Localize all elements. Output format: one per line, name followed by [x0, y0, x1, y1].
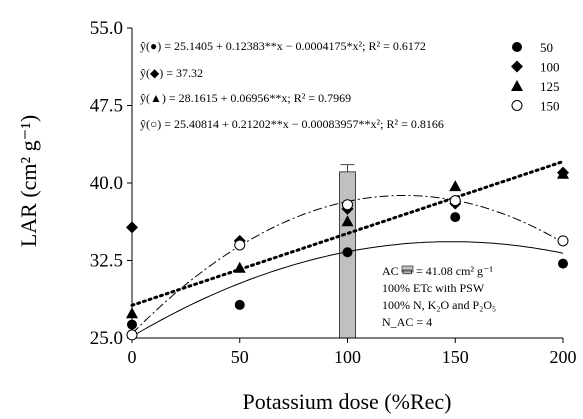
legend-marker-150	[511, 100, 523, 111]
equation-125: ŷ(▲) = 28.1615 + 0.06956**x; R² = 0.7969	[140, 91, 351, 105]
annotation-line-2: 100% ETc with PSW	[382, 281, 485, 295]
x-tick-label: 150	[442, 347, 469, 367]
legend-label-125: 125	[540, 79, 560, 94]
annotation-line-4: N_AC = 4	[382, 315, 432, 329]
point-125	[233, 261, 246, 273]
y-axis-title: LAR (cm² g⁻¹)	[16, 115, 41, 247]
point-125	[557, 167, 569, 179]
point-150	[449, 195, 461, 207]
y-tick-label: 47.5	[90, 96, 123, 117]
legend-marker-100	[511, 60, 523, 73]
point-50	[558, 258, 568, 269]
annotation-line-3: 100% N, K₂O and P₂O₅	[382, 298, 496, 312]
point-125	[126, 307, 138, 319]
equation-100: ŷ(◆) = 37.32	[140, 66, 203, 80]
y-tick-label: 32.5	[90, 251, 123, 272]
annotation-line-1: AC ▭ = 41.08 cm² g⁻¹	[382, 264, 493, 278]
point-150	[234, 239, 246, 251]
x-tick-label: 50	[231, 347, 249, 367]
point-150	[342, 199, 353, 211]
legend-marker-125	[511, 80, 523, 91]
equation-150: ŷ(○) = 25.40814 + 0.21202**x − 0.0008395…	[140, 117, 444, 131]
x-tick-label: 100	[334, 347, 361, 367]
legend-label-50: 50	[540, 40, 553, 55]
point-150	[126, 329, 138, 341]
legend-marker-50	[512, 42, 522, 52]
point-50	[127, 319, 137, 330]
point-125	[341, 215, 354, 227]
point-50	[450, 212, 461, 223]
fit-line-125	[130, 160, 565, 307]
point-100	[126, 221, 138, 234]
reference-annotation: AC ▭ = 41.08 cm² g⁻¹ 100% ETc with PSW 1…	[382, 264, 496, 329]
legend-label-100: 100	[540, 60, 560, 75]
equations: ŷ(●) = 25.1405 + 0.12383**x − 0.0004175*…	[140, 39, 444, 131]
plot-area: 25.0 32.5 40.0 47.5 55.0 0 50 100 150 200 50 100 125…	[90, 18, 577, 367]
point-150	[557, 235, 569, 247]
y-tick-label: 55.0	[90, 18, 123, 39]
y-tick-label: 25.0	[90, 328, 123, 349]
point-50	[342, 247, 353, 258]
x-tick-label: 200	[550, 347, 577, 367]
x-tick-label: 0	[128, 347, 137, 367]
x-axis-title: Potassium dose (%Rec)	[243, 389, 452, 414]
equation-50: ŷ(●) = 25.1405 + 0.12383**x − 0.0004175*…	[140, 39, 426, 53]
point-125	[449, 180, 462, 192]
y-tick-label: 40.0	[90, 173, 123, 194]
legend-label-150: 150	[540, 99, 560, 114]
annotation-bar-swatch	[401, 265, 414, 273]
point-50	[234, 299, 245, 310]
